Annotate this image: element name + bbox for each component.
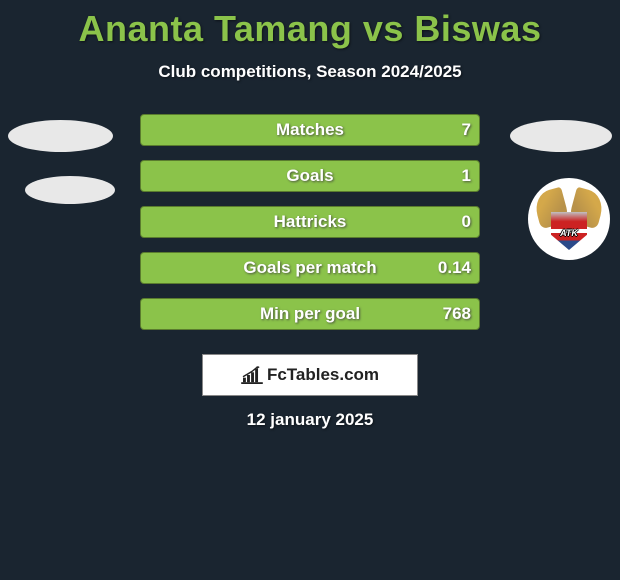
stat-value-right: 0.14 xyxy=(438,258,471,278)
page-title: Ananta Tamang vs Biswas xyxy=(0,0,620,50)
stat-label: Goals per match xyxy=(243,258,376,278)
stat-row: Hattricks 0 xyxy=(0,206,620,238)
footer-brand-text: FcTables.com xyxy=(267,365,379,385)
stat-bar: Goals per match 0.14 xyxy=(140,252,480,284)
stat-bar: Hattricks 0 xyxy=(140,206,480,238)
stat-bar: Matches 7 xyxy=(140,114,480,146)
stat-bar: Goals 1 xyxy=(140,160,480,192)
stat-value-right: 1 xyxy=(462,166,471,186)
chart-icon xyxy=(241,366,263,384)
stat-row: Goals 1 xyxy=(0,160,620,192)
stat-label: Goals xyxy=(286,166,333,186)
stats-container: Matches 7 Goals 1 Hattricks 0 Goals per … xyxy=(0,114,620,330)
footer-brand-box: FcTables.com xyxy=(202,354,418,396)
stat-value-right: 768 xyxy=(443,304,471,324)
stat-row: Goals per match 0.14 xyxy=(0,252,620,284)
stat-row: Min per goal 768 xyxy=(0,298,620,330)
stat-label: Min per goal xyxy=(260,304,360,324)
stat-value-right: 0 xyxy=(462,212,471,232)
subtitle: Club competitions, Season 2024/2025 xyxy=(0,62,620,82)
team-badge-text: ATK xyxy=(560,228,578,238)
stat-label: Hattricks xyxy=(274,212,347,232)
date-text: 12 january 2025 xyxy=(247,410,374,430)
stat-bar: Min per goal 768 xyxy=(140,298,480,330)
stat-row: Matches 7 xyxy=(0,114,620,146)
stat-value-right: 7 xyxy=(462,120,471,140)
stat-label: Matches xyxy=(276,120,344,140)
